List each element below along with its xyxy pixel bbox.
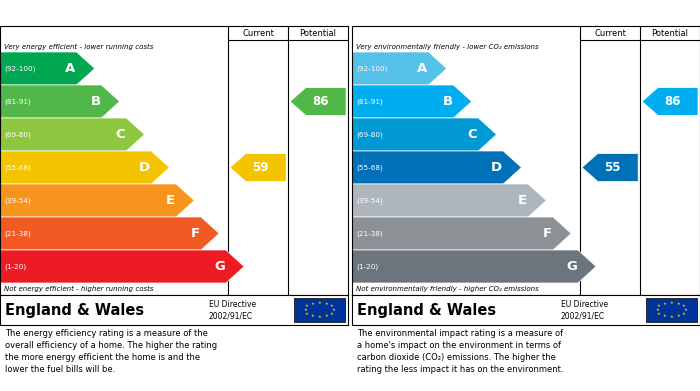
Text: England & Wales: England & Wales (357, 303, 496, 317)
Text: ★: ★ (330, 312, 333, 316)
Text: Not energy efficient - higher running costs: Not energy efficient - higher running co… (4, 286, 153, 292)
Text: E: E (166, 194, 175, 207)
Text: Very environmentally friendly - lower CO₂ emissions: Very environmentally friendly - lower CO… (356, 43, 538, 50)
Text: ★: ★ (657, 305, 661, 308)
Text: (92-100): (92-100) (4, 65, 36, 72)
Polygon shape (352, 118, 496, 151)
Bar (294, 298, 344, 322)
Polygon shape (0, 151, 169, 184)
Text: D: D (139, 161, 150, 174)
Text: (69-80): (69-80) (356, 131, 383, 138)
Text: (21-38): (21-38) (4, 230, 31, 237)
Text: B: B (90, 95, 101, 108)
Text: Energy Efficiency Rating: Energy Efficiency Rating (6, 7, 178, 20)
Polygon shape (352, 250, 596, 283)
Text: ★: ★ (325, 314, 328, 318)
Polygon shape (352, 52, 447, 85)
Polygon shape (0, 85, 120, 118)
Text: ★: ★ (325, 302, 328, 306)
Text: Not environmentally friendly - higher CO₂ emissions: Not environmentally friendly - higher CO… (356, 286, 539, 292)
Text: EU Directive
2002/91/EC: EU Directive 2002/91/EC (209, 300, 256, 320)
Polygon shape (0, 250, 244, 283)
Text: England & Wales: England & Wales (5, 303, 144, 317)
Text: ★: ★ (682, 312, 685, 316)
Text: ★: ★ (305, 305, 309, 308)
Text: Environmental Impact (CO₂) Rating: Environmental Impact (CO₂) Rating (358, 7, 604, 20)
Bar (646, 298, 696, 322)
Polygon shape (0, 217, 219, 250)
Text: ★: ★ (676, 314, 680, 318)
Polygon shape (352, 85, 472, 118)
Text: The environmental impact rating is a measure of
a home's impact on the environme: The environmental impact rating is a mea… (357, 329, 564, 375)
Text: A: A (417, 62, 428, 75)
Text: 55: 55 (604, 161, 621, 174)
Text: (39-54): (39-54) (4, 197, 31, 204)
Text: ★: ★ (683, 308, 687, 312)
Text: ★: ★ (305, 312, 309, 316)
Text: ★: ★ (310, 314, 314, 318)
Text: ★: ★ (669, 315, 673, 319)
Text: Current: Current (242, 29, 274, 38)
Polygon shape (0, 52, 94, 85)
Text: C: C (468, 128, 477, 141)
Text: F: F (543, 227, 552, 240)
Text: ★: ★ (662, 302, 666, 306)
Text: ★: ★ (330, 305, 333, 308)
Text: (81-91): (81-91) (356, 98, 383, 105)
Text: A: A (65, 62, 76, 75)
Text: ★: ★ (657, 312, 661, 316)
Text: ★: ★ (332, 308, 335, 312)
Text: (1-20): (1-20) (356, 263, 378, 270)
Polygon shape (352, 184, 546, 217)
Text: Potential: Potential (652, 29, 689, 38)
Text: C: C (116, 128, 125, 141)
Text: 86: 86 (664, 95, 680, 108)
Text: B: B (442, 95, 452, 108)
Polygon shape (230, 154, 286, 181)
Polygon shape (352, 217, 571, 250)
Text: E: E (518, 194, 527, 207)
Text: (81-91): (81-91) (4, 98, 31, 105)
Text: Potential: Potential (300, 29, 337, 38)
Polygon shape (582, 154, 638, 181)
Text: (39-54): (39-54) (356, 197, 383, 204)
Text: ★: ★ (682, 305, 685, 308)
Text: (21-38): (21-38) (356, 230, 383, 237)
Text: Very energy efficient - lower running costs: Very energy efficient - lower running co… (4, 43, 153, 50)
Text: ★: ★ (303, 308, 307, 312)
Text: ★: ★ (310, 302, 314, 306)
Text: The energy efficiency rating is a measure of the
overall efficiency of a home. T: The energy efficiency rating is a measur… (5, 329, 217, 375)
Text: Current: Current (594, 29, 626, 38)
Text: ★: ★ (317, 315, 321, 319)
Text: (1-20): (1-20) (4, 263, 26, 270)
Text: (92-100): (92-100) (356, 65, 387, 72)
Text: (69-80): (69-80) (4, 131, 31, 138)
Text: ★: ★ (669, 301, 673, 305)
Text: ★: ★ (655, 308, 659, 312)
Text: (55-68): (55-68) (356, 164, 383, 171)
Text: (55-68): (55-68) (4, 164, 31, 171)
Polygon shape (0, 184, 195, 217)
Text: F: F (191, 227, 200, 240)
Polygon shape (352, 151, 522, 184)
Polygon shape (0, 118, 144, 151)
Text: ★: ★ (317, 301, 321, 305)
Text: G: G (566, 260, 577, 273)
Text: G: G (214, 260, 225, 273)
Text: ★: ★ (662, 314, 666, 318)
Text: D: D (491, 161, 503, 174)
Text: ★: ★ (676, 302, 680, 306)
Text: 86: 86 (312, 95, 329, 108)
Text: 59: 59 (252, 161, 269, 174)
Polygon shape (642, 88, 698, 115)
Text: EU Directive
2002/91/EC: EU Directive 2002/91/EC (561, 300, 608, 320)
Polygon shape (290, 88, 346, 115)
